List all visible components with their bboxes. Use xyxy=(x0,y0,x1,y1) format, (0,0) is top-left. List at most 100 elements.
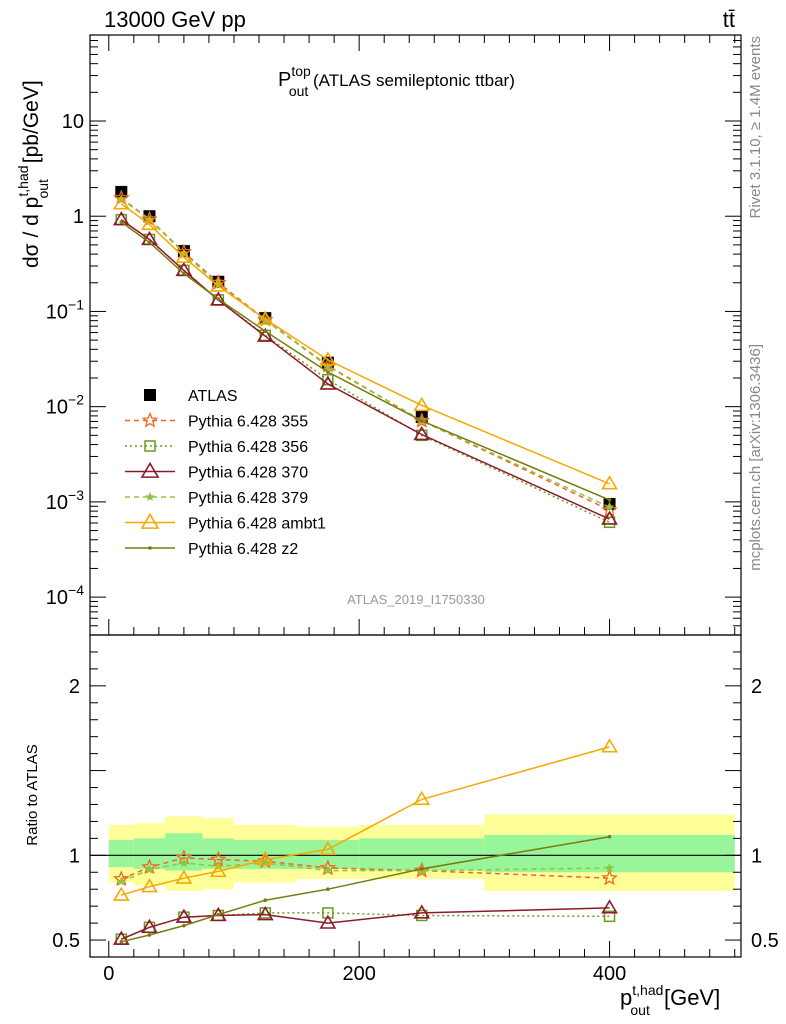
data-point xyxy=(182,923,186,928)
legend-label: ATLAS xyxy=(188,388,238,405)
ratio-plot-frame xyxy=(89,634,742,958)
data-point xyxy=(112,211,130,226)
data-point xyxy=(256,327,274,342)
data-point xyxy=(213,279,224,289)
data-point xyxy=(413,425,431,441)
data-point xyxy=(607,498,612,502)
data-point xyxy=(607,834,612,839)
mcplots-label: mcplots.cern.ch [arXiv:1306.3436] xyxy=(747,344,764,571)
header-left-label: 13000 GeV pp xyxy=(104,7,246,32)
data-point xyxy=(116,193,127,203)
data-point xyxy=(601,899,618,914)
legend-entry: ATLAS xyxy=(144,388,238,405)
data-point xyxy=(209,277,227,292)
data-point xyxy=(175,869,193,884)
y-tick-label: 10−3 xyxy=(46,487,84,514)
data-point xyxy=(263,898,268,903)
ratio-y-tick-label: 0.5 xyxy=(751,930,779,952)
y-tick-label-base: 10 xyxy=(46,492,68,514)
data-point xyxy=(141,230,158,246)
legend-entry: Pythia 6.428 355 xyxy=(125,411,308,431)
data-point xyxy=(603,516,616,529)
ylabel-superscript: t,had xyxy=(15,166,31,197)
series-pythia-6-428-z2 xyxy=(119,834,612,944)
data-point xyxy=(209,862,227,878)
data-point xyxy=(323,361,333,371)
x-tick-label: 400 xyxy=(593,963,626,985)
header-right-label: tt̄ xyxy=(723,7,735,32)
data-point xyxy=(419,419,424,423)
ratio-y-tick-label: 2 xyxy=(69,676,80,698)
data-point xyxy=(319,375,337,390)
data-point xyxy=(141,210,158,227)
y-tick-label-exponent: −4 xyxy=(68,582,84,598)
legend-label: Pythia 6.428 z2 xyxy=(188,541,298,558)
data-point xyxy=(145,492,155,501)
data-point xyxy=(141,878,158,893)
data-point xyxy=(148,546,152,550)
data-point xyxy=(119,220,124,224)
ylabel-subscript: out xyxy=(35,179,51,199)
data-point xyxy=(216,297,221,301)
stat-uncertainty-band xyxy=(133,838,166,869)
data-point xyxy=(112,886,130,901)
data-point xyxy=(256,906,274,921)
rivet-version-label: Rivet 3.1.10, ≥ 1.4M events xyxy=(747,36,764,219)
x-axis-label: pt,had out [GeV] xyxy=(620,982,720,1018)
title-main: P xyxy=(278,69,291,91)
main-plot-title: Ptop out (ATLAS semileptonic ttbar) xyxy=(278,63,515,99)
legend-entry: Pythia 6.428 356 xyxy=(125,439,308,456)
y-tick-label-exponent: −1 xyxy=(68,296,84,312)
data-point xyxy=(601,510,618,525)
xlabel-superscript: t,had xyxy=(632,982,663,998)
data-point xyxy=(413,396,431,412)
x-tick-label: 0 xyxy=(103,963,114,985)
series-line xyxy=(121,862,610,883)
series-line xyxy=(120,197,610,511)
data-point xyxy=(182,271,186,276)
data-point xyxy=(601,738,618,753)
xlabel-prefix: p xyxy=(620,985,632,1010)
data-point xyxy=(601,475,618,490)
xlabel-subscript: out xyxy=(630,1002,650,1018)
ratio-y-tick-label: 1 xyxy=(69,845,80,867)
series-pythia-6-428-356 xyxy=(115,907,616,945)
data-point xyxy=(112,195,130,210)
ratio-y-axis-label: Ratio to ATLAS xyxy=(24,744,41,845)
data-point xyxy=(413,904,431,919)
data-point xyxy=(147,933,152,937)
y-tick-label-exponent: −2 xyxy=(68,392,84,408)
data-point xyxy=(119,939,124,944)
data-point xyxy=(603,910,616,923)
data-point xyxy=(323,865,333,875)
data-point xyxy=(263,329,268,334)
legend-entry: Pythia 6.428 ambt1 xyxy=(125,512,326,533)
data-point xyxy=(216,912,221,917)
ratio-series-layer xyxy=(112,738,618,945)
legend-entry: Pythia 6.428 379 xyxy=(125,490,308,507)
y-tick-label: 10 xyxy=(62,111,84,133)
stat-uncertainty-band xyxy=(108,840,134,868)
series-line xyxy=(121,907,610,940)
data-point xyxy=(141,215,158,231)
series-pythia-6-428-370 xyxy=(112,211,618,525)
data-point xyxy=(175,248,193,264)
ratio-axis-ticks: 0 200 400 0.5 0.5 1 1 2 2 xyxy=(52,634,779,985)
legend: ATLAS Pythia 6.428 355 Pythia 6.428 356 Pyt… xyxy=(125,388,326,558)
data-point xyxy=(326,370,330,374)
y-tick-label-base: 10 xyxy=(46,301,68,323)
title-rest: (ATLAS semileptonic ttbar) xyxy=(308,71,515,90)
data-point xyxy=(116,876,127,886)
series-pythia-6-428-ambt1 xyxy=(112,738,618,901)
ylabel-prefix: dσ / d p xyxy=(20,197,43,268)
data-point xyxy=(147,240,152,245)
main-y-axis-label: dσ / d pt,had out [pb/GeV] xyxy=(15,80,51,268)
data-point xyxy=(179,857,189,867)
data-point xyxy=(209,906,227,922)
data-point xyxy=(319,914,337,929)
legend-entry: Pythia 6.428 z2 xyxy=(125,541,298,558)
data-point xyxy=(419,867,424,871)
ylabel-suffix: [pb/GeV] xyxy=(20,80,43,169)
data-point xyxy=(144,440,156,452)
